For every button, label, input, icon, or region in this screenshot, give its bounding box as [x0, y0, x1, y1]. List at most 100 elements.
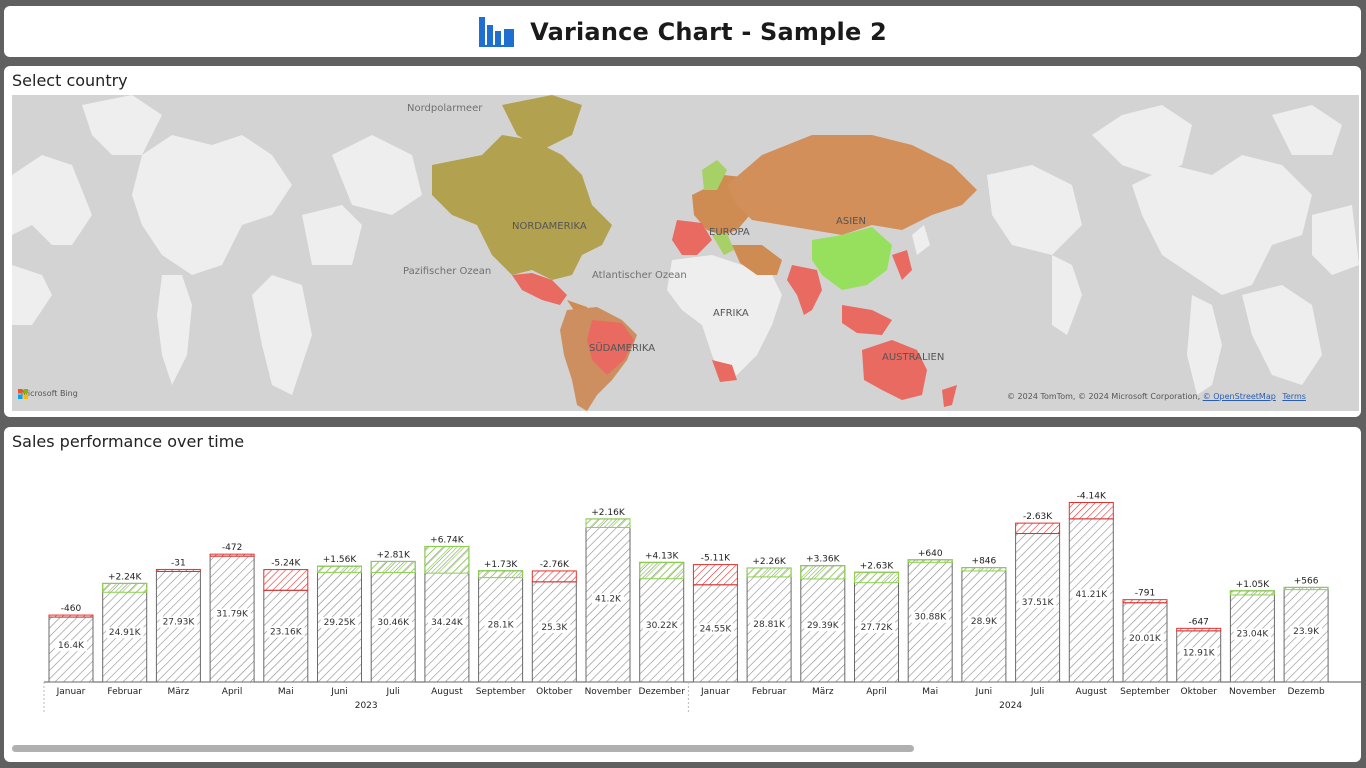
map-label-pacific: Pazifischer Ozean [403, 266, 492, 277]
variance-label-12: +4.13K [645, 551, 680, 561]
value-label-bg-23 [1233, 628, 1272, 640]
category-label-22: Oktober [1181, 687, 1218, 697]
variance-label-22: -647 [1188, 617, 1208, 627]
category-label-6: Juni [330, 687, 348, 697]
microsoft-logo-icon [18, 389, 28, 399]
variance-label-13: -5.11K [701, 554, 731, 564]
category-label-20: August [1076, 687, 1108, 697]
title-panel: Variance Chart - Sample 2 [4, 6, 1361, 57]
variance-label-5: -5.24K [271, 559, 301, 569]
map-land-left [12, 95, 422, 395]
category-label-5: Mai [278, 687, 294, 697]
value-label-bg-21 [1126, 632, 1164, 644]
title-bar: Variance Chart - Sample 2 [4, 6, 1361, 57]
variance-block-23 [1229, 590, 1275, 596]
category-label-8: August [431, 687, 463, 697]
variance-block-21 [1122, 599, 1168, 604]
variance-block-15 [800, 565, 846, 580]
value-label-18: 28.9K [971, 617, 998, 627]
map-credits: © 2024 TomTom, © 2024 Microsoft Corporat… [1007, 392, 1306, 401]
variance-block-10 [531, 570, 577, 583]
map-credit-text: © 2024 TomTom, © 2024 Microsoft Corporat… [1007, 392, 1201, 401]
category-label-12: Dezember [638, 687, 685, 697]
horizontal-scrollbar[interactable] [12, 745, 914, 752]
map-label-africa: AFRIKA [713, 308, 749, 319]
variance-label-14: +2.26K [752, 557, 787, 567]
value-label-bg-2 [105, 627, 144, 639]
variance-block-3 [155, 568, 201, 572]
value-label-bg-13 [696, 623, 735, 635]
variance-label-15: +3.36K [806, 555, 841, 565]
variance-label-1: -460 [61, 604, 82, 614]
value-label-bg-20 [1072, 589, 1111, 601]
value-label-16: 27.72K [861, 623, 894, 633]
value-label-bg-16 [857, 622, 896, 634]
category-label-23: November [1229, 687, 1276, 697]
variance-block-14 [746, 567, 792, 578]
map-label-asia: ASIEN [836, 216, 866, 227]
variance-block-13 [692, 564, 738, 586]
variance-block-11 [585, 518, 631, 528]
value-label-5: 23.16K [270, 627, 303, 637]
category-label-1: Januar [56, 687, 86, 697]
category-label-11: November [585, 687, 632, 697]
category-label-9: September [476, 687, 526, 697]
value-label-bg-7 [374, 616, 412, 628]
value-label-9: 28.1K [488, 621, 515, 631]
variance-label-6: +1.56K [323, 555, 358, 565]
year-label-2024: 2024 [999, 701, 1022, 711]
variance-label-2: +2.24K [108, 572, 143, 582]
variance-block-22 [1176, 627, 1222, 632]
map-panel: Select country [4, 66, 1361, 417]
value-label-17: 30.88K [914, 613, 947, 623]
variance-label-4: -472 [222, 543, 242, 553]
variance-block-1 [48, 614, 94, 618]
value-label-20: 41.21K [1075, 590, 1108, 600]
variance-label-3: -31 [171, 558, 186, 568]
map-label-arctic: Nordpolarmeer [407, 103, 483, 114]
value-label-4: 31.79K [216, 610, 249, 620]
variance-label-20: -4.14K [1077, 491, 1107, 501]
value-label-bg-9 [484, 619, 517, 631]
value-label-14: 28.81K [753, 620, 786, 630]
terms-link[interactable]: Terms [1282, 392, 1306, 401]
variance-chart[interactable]: -460 16.4K Januar +2.24K 24.91K Februar -31 27.… [4, 427, 1361, 743]
variance-block-19 [1015, 522, 1061, 535]
bing-logo-text: Microsoft Bing [21, 389, 78, 398]
variance-block-12 [639, 561, 685, 580]
year-label-2023: 2023 [355, 701, 378, 711]
category-label-21: September [1120, 687, 1170, 697]
map-label-atlantic: Atlantischer Ozean [592, 270, 687, 281]
bar-20[interactable] [1068, 518, 1114, 683]
value-label-24: 23.9K [1293, 627, 1320, 637]
map-label-south-america: SÜDAMERIKA [589, 343, 656, 354]
value-label-11: 41.2K [595, 594, 622, 604]
category-label-3: März [168, 687, 190, 697]
variance-block-9 [478, 570, 524, 579]
world-map[interactable]: Nordpolarmeer NORDAMERIKA EUROPA ASIEN P… [12, 95, 1359, 411]
value-label-12: 30.22K [646, 621, 679, 631]
variance-block-5 [263, 569, 309, 591]
value-label-3: 27.93K [163, 618, 196, 628]
category-label-24: Dezemb [1287, 687, 1324, 697]
osm-link[interactable]: © OpenStreetMap [1202, 392, 1276, 401]
value-label-bg-4 [213, 608, 251, 620]
value-label-bg-18 [967, 616, 1000, 628]
value-label-8: 34.24K [431, 618, 464, 628]
map-canvas[interactable] [12, 95, 1359, 411]
variance-label-8: +6.74K [430, 535, 465, 545]
variance-block-24 [1283, 586, 1329, 591]
value-label-bg-19 [1018, 596, 1057, 608]
value-label-bg-17 [911, 611, 949, 623]
variance-block-16 [854, 571, 899, 584]
value-label-2: 24.91K [109, 628, 142, 638]
value-label-10: 25.3K [541, 623, 568, 633]
variance-label-9: +1.73K [484, 560, 519, 570]
category-label-7: Juli [386, 687, 400, 697]
variance-block-4 [209, 553, 255, 557]
variance-label-18: +846 [972, 557, 997, 567]
value-label-bg-1 [55, 640, 87, 652]
map-land-right [987, 105, 1359, 395]
value-label-15: 29.39K [807, 621, 840, 631]
category-label-10: Oktober [536, 687, 573, 697]
